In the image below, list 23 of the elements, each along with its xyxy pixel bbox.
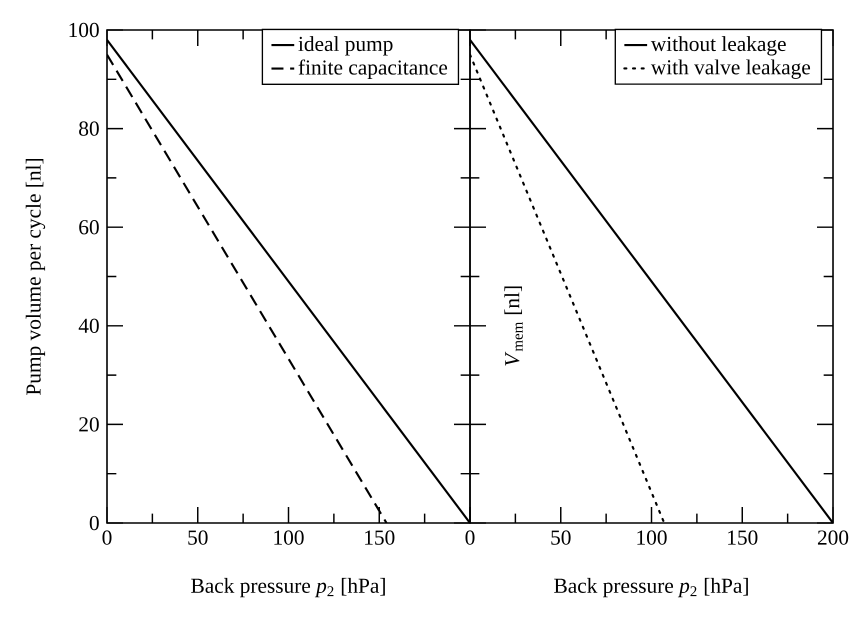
y-tick-label: 80 bbox=[79, 121, 99, 136]
x-tick-label: 100 bbox=[274, 530, 304, 545]
x-axis-title: Back pressure p$_{2}$ [hPa] bbox=[554, 578, 748, 598]
y-tick-label: 20 bbox=[79, 417, 99, 432]
x-tick-label: 150 bbox=[365, 530, 394, 545]
y-tick-label: 0 bbox=[90, 516, 99, 530]
legend-label: ideal pump bbox=[298, 36, 393, 56]
x-tick-label: 0 bbox=[465, 530, 475, 545]
legend-label: without leakage bbox=[650, 36, 786, 56]
legend-label: finite capacitance bbox=[298, 59, 448, 80]
y-tick-label: 40 bbox=[78, 318, 99, 333]
x-tick-label: 200 bbox=[818, 530, 848, 545]
x-tick-label: 50 bbox=[551, 530, 571, 545]
x-tick-label: 0 bbox=[102, 530, 112, 545]
x-tick-label: 50 bbox=[188, 530, 208, 545]
y-tick-label: 60 bbox=[79, 220, 99, 234]
annotation: V$_{mem}$ [nl] bbox=[504, 286, 523, 366]
x-tick-label: 100 bbox=[637, 530, 667, 545]
x-tick-label: 150 bbox=[728, 530, 758, 545]
x-axis-title: Back pressure p$_{2}$ [hPa] bbox=[191, 578, 385, 598]
legend-label: with valve leakage bbox=[650, 59, 810, 79]
y-tick-label: 100 bbox=[70, 22, 99, 38]
y-axis-title: Pump volume per cycle [nl] bbox=[26, 158, 46, 395]
